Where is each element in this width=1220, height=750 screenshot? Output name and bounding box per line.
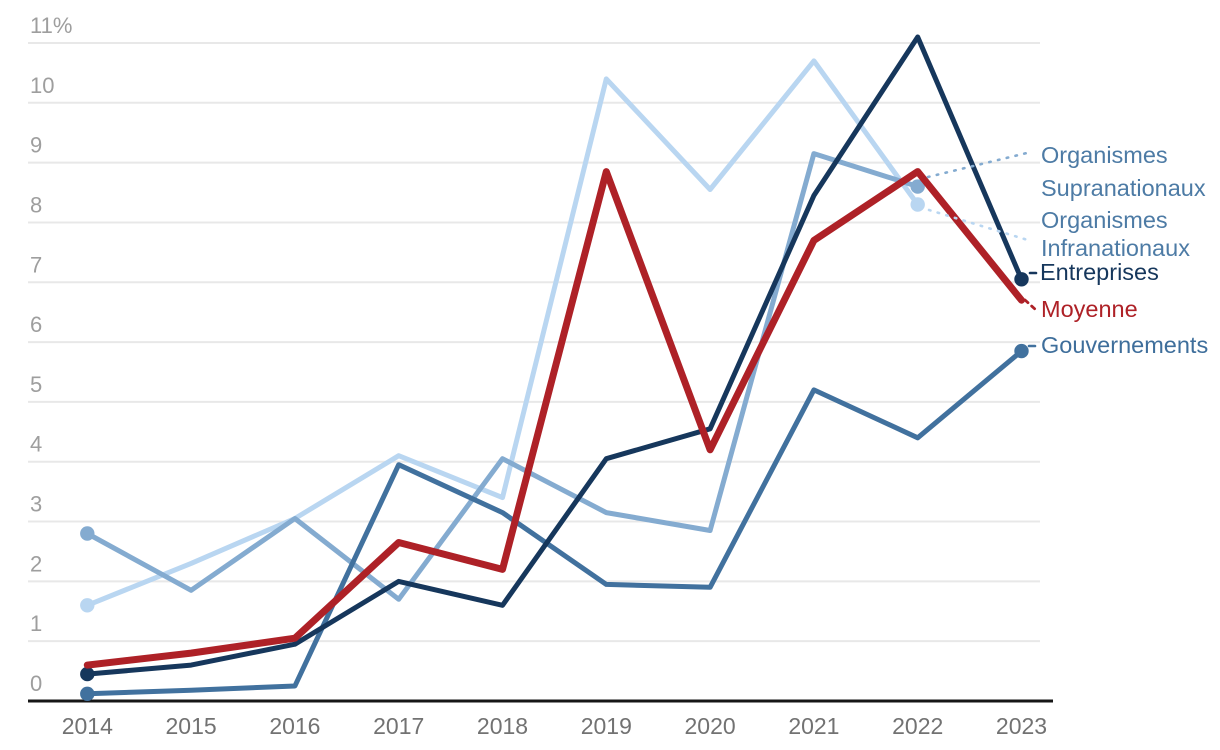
y-axis-label-2: 2 xyxy=(30,551,42,576)
legend-label-organismes_supranationaux-line1: Organismes xyxy=(1041,142,1168,168)
series-line-organismes_supranationaux xyxy=(84,151,921,602)
y-axis-label-7: 7 xyxy=(30,252,42,277)
y-axis-label-3: 3 xyxy=(30,492,42,517)
legend-connector-organismes_infranationaux xyxy=(927,208,1033,243)
series-line-entreprises xyxy=(84,34,1024,677)
legend-label-organismes_supranationaux-line2: Supranationaux xyxy=(1041,175,1206,201)
x-axis-label-2018: 2018 xyxy=(477,713,528,739)
legend-connector-moyenne xyxy=(1023,298,1038,312)
y-axis-label-11: 11% xyxy=(30,13,72,38)
legend-label-organismes_infranationaux-line2: Infranationaux xyxy=(1041,235,1190,261)
y-axis-label-10: 10 xyxy=(30,73,54,98)
legend-label-moyenne: Moyenne xyxy=(1041,296,1138,322)
x-axis-label-2020: 2020 xyxy=(685,713,736,739)
x-axis-label-2023: 2023 xyxy=(996,713,1047,739)
series-line-gouvernements xyxy=(84,348,1024,697)
y-axis-label-9: 9 xyxy=(30,133,42,158)
series-point-gouvernements-2014 xyxy=(80,686,95,702)
series-line-moyenne xyxy=(83,168,1025,669)
x-axis-label-2015: 2015 xyxy=(166,713,217,739)
x-axis-label-2021: 2021 xyxy=(788,713,839,739)
y-axis-label-1: 1 xyxy=(30,611,42,636)
series-point-organismes_supranationaux-2022 xyxy=(910,179,925,194)
y-axis-label-5: 5 xyxy=(30,372,42,397)
x-axis-label-2019: 2019 xyxy=(581,713,632,739)
legend-label-entreprises: Entreprises xyxy=(1040,259,1159,285)
legend-label-organismes_infranationaux-line1: Organismes xyxy=(1041,207,1168,233)
series-line-organismes_infranationaux xyxy=(84,58,921,608)
series-point-entreprises-2014 xyxy=(80,666,95,682)
y-axis-label-0: 0 xyxy=(30,671,42,696)
legend-label-gouvernements: Gouvernements xyxy=(1041,332,1208,358)
x-axis-label-2022: 2022 xyxy=(892,713,943,739)
y-axis-label-8: 8 xyxy=(30,192,42,217)
series-point-organismes_supranationaux-2014 xyxy=(80,526,95,541)
series-point-organismes_infranationaux-2014 xyxy=(80,598,95,613)
legend-connector-organismes_supranationaux xyxy=(926,150,1033,179)
x-axis-label-2014: 2014 xyxy=(62,713,113,739)
x-axis-label-2016: 2016 xyxy=(269,713,320,739)
series-point-entreprises-2023 xyxy=(1014,272,1029,287)
y-axis-label-4: 4 xyxy=(30,432,42,457)
series-point-gouvernements-2023 xyxy=(1014,343,1029,359)
x-axis-label-2017: 2017 xyxy=(373,713,424,739)
y-axis-label-6: 6 xyxy=(30,312,42,337)
series-point-organismes_infranationaux-2022 xyxy=(910,197,925,212)
